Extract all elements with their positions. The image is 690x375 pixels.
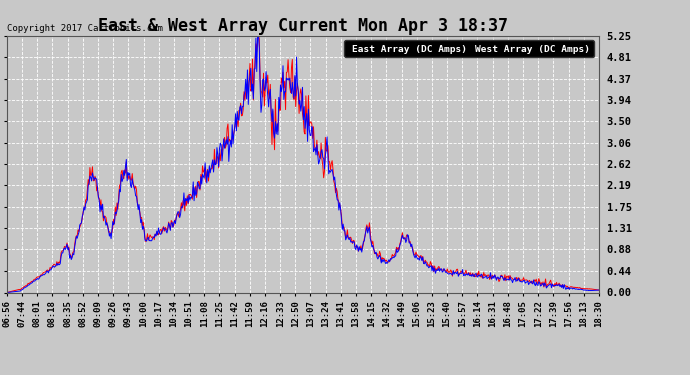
Legend: East Array (DC Amps), West Array (DC Amps): East Array (DC Amps), West Array (DC Amp…	[344, 40, 594, 57]
Text: Copyright 2017 Cartronics.com: Copyright 2017 Cartronics.com	[7, 24, 163, 33]
Title: East & West Array Current Mon Apr 3 18:37: East & West Array Current Mon Apr 3 18:3…	[98, 18, 508, 36]
